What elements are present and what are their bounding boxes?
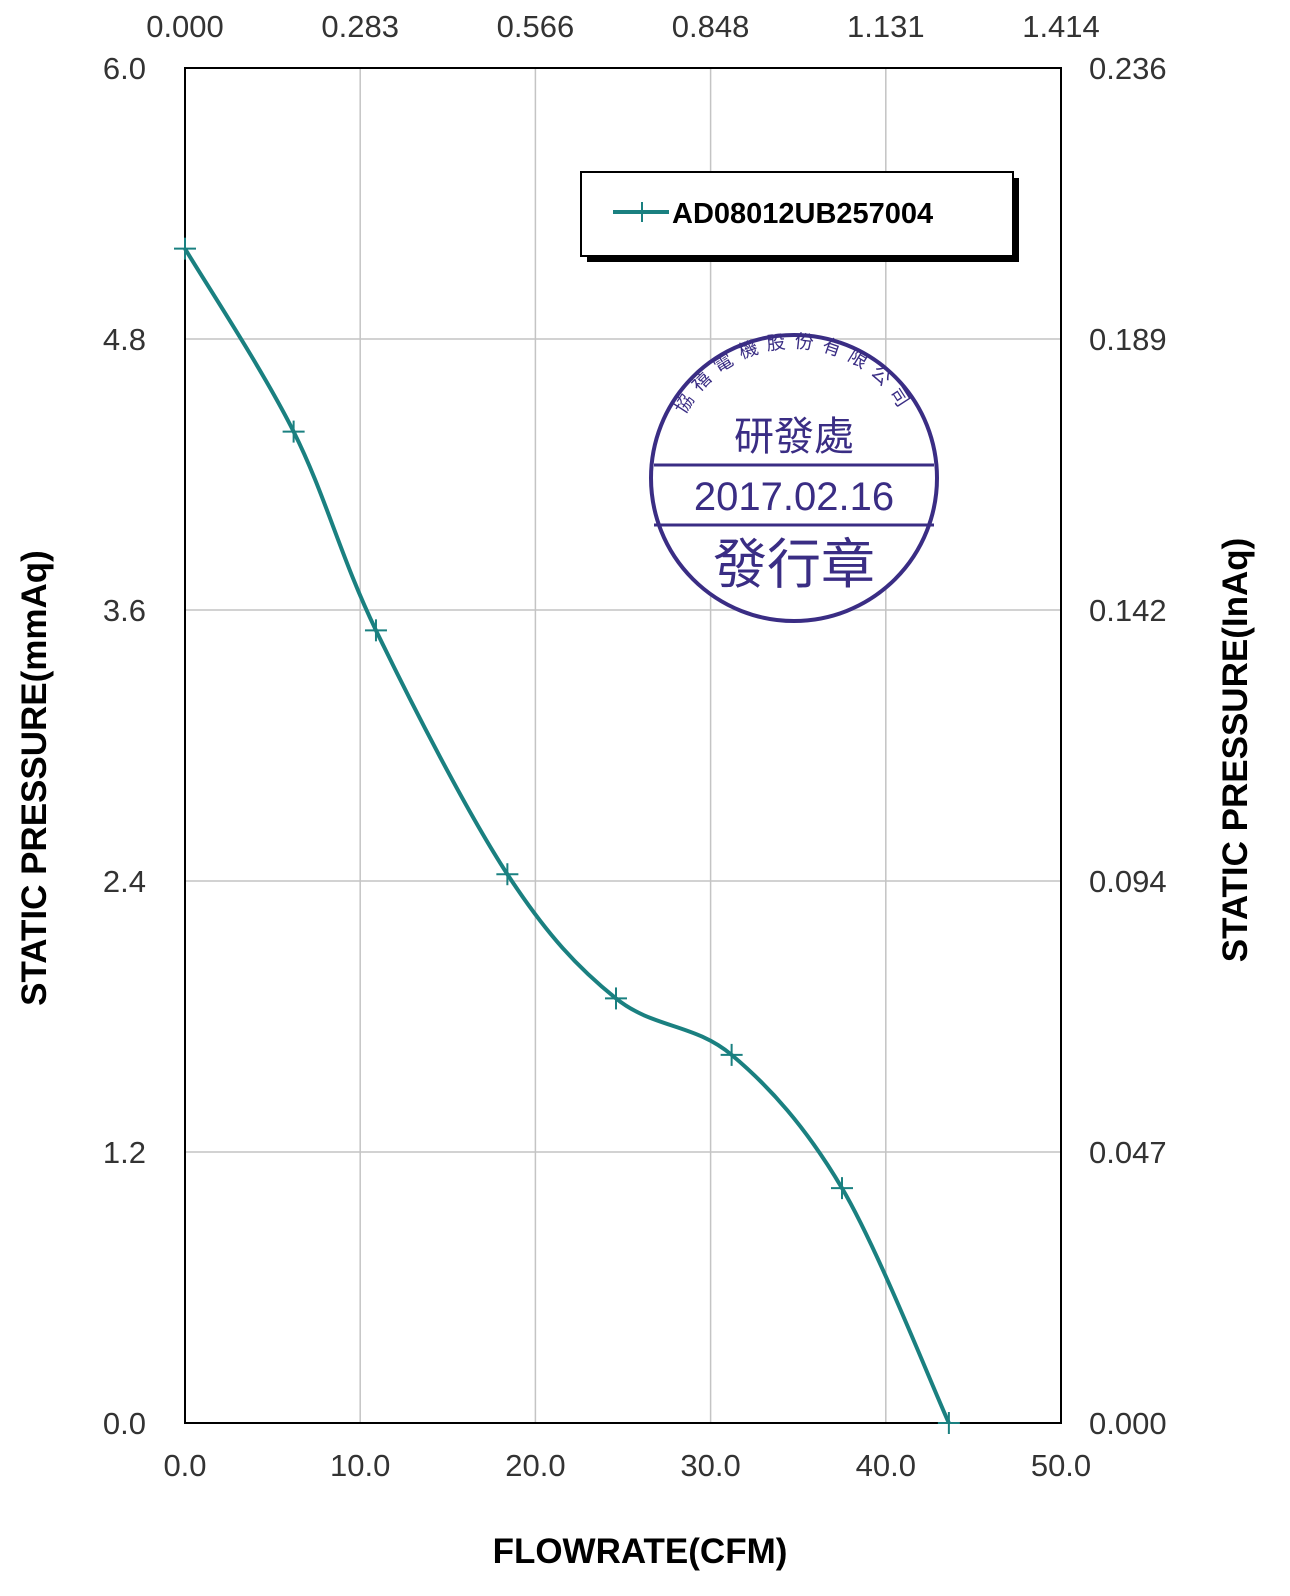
y-tick-label-left: 2.4 <box>103 864 146 899</box>
stamp-department: 研發處 <box>734 414 854 460</box>
x-tick-label-top: 1.414 <box>1022 9 1100 44</box>
x-tick-label-top: 1.131 <box>847 9 925 44</box>
data-point-marker <box>604 987 627 1010</box>
y-tick-label-left: 4.8 <box>103 322 146 357</box>
x-ticks-top: 0.000 0.283 0.566 0.848 1.131 1.414 <box>146 9 1100 44</box>
data-point-marker <box>831 1177 853 1200</box>
data-point-marker <box>174 237 196 260</box>
y-tick-label-right: 0.000 <box>1089 1406 1167 1441</box>
x-tick-label-bottom: 0.0 <box>163 1448 206 1483</box>
y-ticks-right: 0.000 0.047 0.094 0.142 0.189 0.236 <box>1089 51 1167 1441</box>
x-tick-label-top: 0.848 <box>672 9 750 44</box>
y-axis-right-title: STATIC PRESSURE(InAq) <box>1216 538 1255 963</box>
y-axis-left-title: STATIC PRESSURE(mmAq) <box>15 550 54 1006</box>
y-tick-label-left: 3.6 <box>103 593 146 628</box>
stamp-label: 發行章 <box>713 533 875 596</box>
data-point-marker <box>720 1043 743 1066</box>
x-tick-label-top: 0.000 <box>146 9 224 44</box>
stamp-date: 2017.02.16 <box>694 475 894 519</box>
y-tick-label-left: 1.2 <box>103 1135 146 1170</box>
approval-stamp: 協禧電機股份有限公司 研發處 2017.02.16 發行章 <box>649 330 939 623</box>
data-point-marker <box>364 619 387 642</box>
y-tick-label-left: 6.0 <box>103 51 146 86</box>
y-ticks-left: 0.0 1.2 2.4 3.6 4.8 6.0 <box>103 51 146 1441</box>
x-tick-label-top: 0.566 <box>497 9 575 44</box>
x-tick-label-bottom: 30.0 <box>680 1448 740 1483</box>
y-tick-label-right: 0.236 <box>1089 51 1167 86</box>
data-point-marker <box>282 420 305 443</box>
x-tick-label-bottom: 10.0 <box>330 1448 390 1483</box>
stamp-outer-ring <box>649 333 939 623</box>
plot-frame <box>184 67 1062 1424</box>
x-tick-label-top: 0.283 <box>321 9 399 44</box>
legend-label: AD08012UB257004 <box>672 198 933 230</box>
x-tick-label-bottom: 50.0 <box>1031 1448 1091 1483</box>
x-tick-label-bottom: 20.0 <box>505 1448 565 1483</box>
data-point-marker <box>937 1412 960 1434</box>
x-axis-title: FLOWRATE(CFM) <box>493 1532 788 1571</box>
y-tick-label-right: 0.142 <box>1089 593 1167 628</box>
y-tick-label-right: 0.047 <box>1089 1135 1167 1170</box>
gridlines <box>185 68 1061 1423</box>
legend: AD08012UB257004 <box>580 171 1019 262</box>
x-ticks-bottom: 0.0 10.0 20.0 30.0 40.0 50.0 <box>163 1448 1091 1483</box>
x-tick-label-bottom: 40.0 <box>856 1448 916 1483</box>
data-point-marker <box>496 863 519 886</box>
y-tick-label-right: 0.094 <box>1089 864 1167 899</box>
y-tick-label-left: 0.0 <box>103 1406 146 1441</box>
series-markers <box>174 237 960 1434</box>
y-tick-label-right: 0.189 <box>1089 322 1167 357</box>
